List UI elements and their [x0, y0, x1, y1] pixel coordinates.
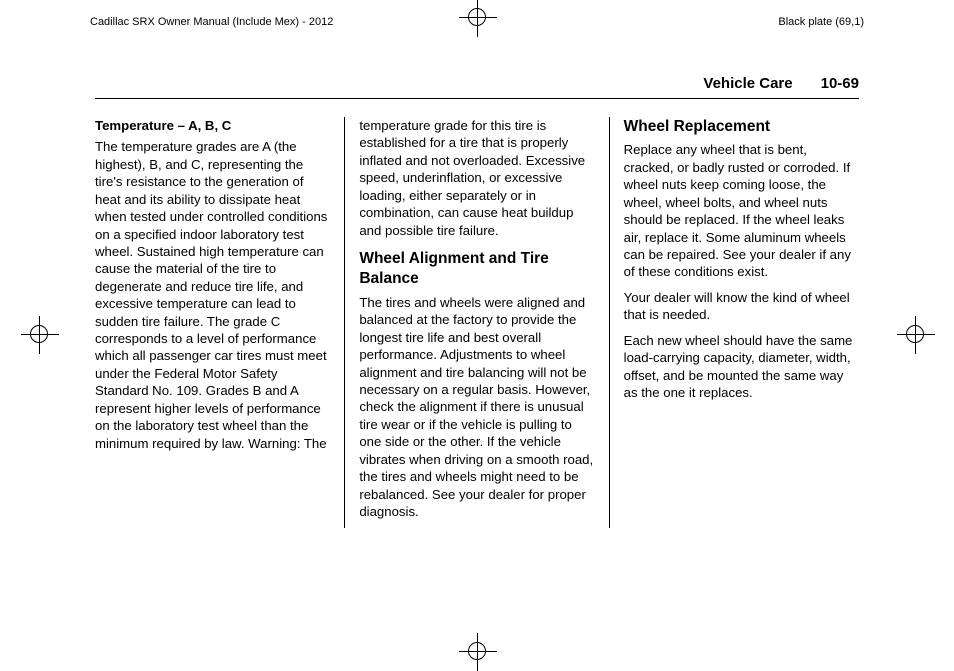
wheel-replacement-p1: Replace any wheel that is bent, cracked,… — [624, 141, 859, 280]
wheel-replacement-p2: Your dealer will know the kind of wheel … — [624, 289, 859, 324]
column-1: Temperature – A, B, C The temperature gr… — [95, 117, 344, 528]
page-number: 10-69 — [821, 75, 859, 92]
temp-continuation: temperature grade for this tire is estab… — [359, 117, 594, 239]
columns: Temperature – A, B, C The temperature gr… — [95, 117, 859, 528]
registration-mark-right — [906, 325, 924, 343]
column-3: Wheel Replacement Replace any wheel that… — [609, 117, 859, 528]
temp-body: The temperature grades are A (the highes… — [95, 138, 330, 452]
wheel-alignment-heading: Wheel Alignment and Tire Balance — [359, 249, 594, 290]
registration-mark-left — [30, 325, 48, 343]
header-right: Black plate (69,1) — [778, 16, 864, 28]
registration-mark-top — [468, 8, 486, 26]
wheel-replacement-p3: Each new wheel should have the same load… — [624, 332, 859, 402]
column-2: temperature grade for this tire is estab… — [344, 117, 608, 528]
wheel-alignment-body: The tires and wheels were aligned and ba… — [359, 294, 594, 520]
wheel-replacement-heading: Wheel Replacement — [624, 117, 859, 137]
running-head: Vehicle Care 10-69 — [95, 75, 859, 99]
temp-heading: Temperature – A, B, C — [95, 117, 330, 134]
section-title: Vehicle Care — [703, 75, 792, 92]
header-left: Cadillac SRX Owner Manual (Include Mex) … — [90, 16, 333, 28]
page-body: Vehicle Care 10-69 Temperature – A, B, C… — [95, 75, 859, 528]
registration-mark-bottom — [468, 642, 486, 660]
